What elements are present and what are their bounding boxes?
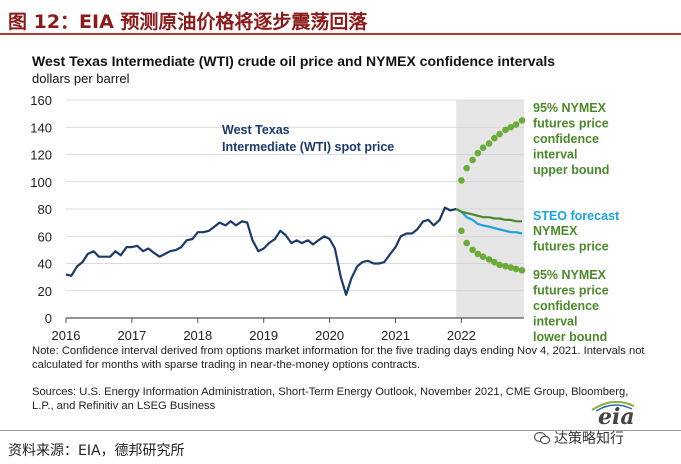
series-line-1 [455,208,523,235]
y-tick-label-120: 120 [30,148,52,163]
x-tick-label-2021: 2021 [381,328,410,343]
x-tick-label-2020: 2020 [315,328,344,343]
series-4-point-4 [479,253,487,260]
wti-label-line-0: West Texas [222,123,290,137]
upper-bound-label-line-4: upper bound [533,163,609,177]
upper-bound-label-line-3: interval [533,148,577,162]
chart-note: Note: Confidence interval derived from o… [32,345,645,371]
series-3-point-5 [485,140,493,147]
eia-logo: eia [598,404,635,430]
y-tick-label-60: 60 [38,229,52,244]
series-4-point-3 [474,250,482,258]
x-tick-label-2019: 2019 [249,328,278,343]
series-3-point-3 [474,149,482,157]
series-4-point-8 [502,262,509,270]
lower-bound-label-line-1: futures price [533,284,609,298]
series-4-point-0 [458,227,465,235]
header-rule [0,33,681,35]
upper-bound-label-line-2: confidence [533,132,599,146]
x-tick-label-2022: 2022 [447,328,476,343]
x-tick-label-2017: 2017 [117,328,146,343]
y-tick-label-0: 0 [45,311,52,326]
series-3-point-8 [502,126,509,134]
wti-label-line-1: Intermediate (WTI) spot price [222,140,394,154]
lower-bound-label-line-2: confidence [533,299,599,313]
series-4-point-6 [491,258,498,266]
series-3-point-6 [491,134,498,142]
y-tick-label-160: 160 [30,93,52,108]
chart-sources: Sources: U.S. Energy Information Adminis… [32,386,629,412]
eia-logo-arc [591,400,635,412]
lower-bound-label-line-0: 95% NYMEX [533,268,607,282]
series-3-point-4 [479,144,487,151]
wechat-icon [534,431,550,445]
chart-unit-label: dollars per barrel [32,71,130,86]
y-tick-label-20: 20 [38,284,52,299]
nymex-label-line-1: futures price [533,240,609,254]
series-4-point-11 [518,267,526,274]
series-3-point-0 [458,177,465,184]
footer-source: 资料来源：EIA，德邦研究所 [8,443,185,459]
series-4-point-10 [512,265,520,273]
wechat-watermark: 达策略知行 [534,428,624,448]
nymex-label-line-0: NYMEX [533,224,578,238]
y-tick-label-80: 80 [38,202,52,217]
lower-bound-label-line-3: interval [533,315,577,329]
series-3-point-2 [469,156,476,164]
wti-price-chart: 0 20 40 60 80 100 120 140 160 2016 2017 2018 2019 202… [30,93,620,344]
series-4-point-5 [485,256,493,263]
lower-bound-label-line-4: lower bound [533,330,607,344]
footer-rule [0,430,681,431]
y-tick-label-40: 40 [38,257,52,272]
y-tick-label-140: 140 [30,120,52,135]
series-line-0 [65,206,457,296]
upper-bound-label-line-0: 95% NYMEX [533,101,607,115]
report-header: 图 12：EIA 预测原油价格将逐步震荡回落 [0,0,681,35]
series-4-point-1 [463,239,470,247]
x-tick-label-2018: 2018 [183,328,212,343]
series-4-point-9 [507,264,515,271]
wechat-account-name: 达策略知行 [554,431,624,447]
steo-label-line-0: STEO forecast [533,209,620,223]
series-3-point-1 [463,164,470,172]
series-3-point-9 [507,123,515,131]
series-line-2 [455,208,522,223]
series-3-point-7 [496,130,503,138]
series-3-point-11 [518,117,526,124]
upper-bound-label-line-1: futures price [533,117,609,131]
series-4-point-2 [469,246,476,254]
series-4-point-7 [496,261,503,269]
y-tick-label-100: 100 [30,175,52,190]
chart-title: West Texas Intermediate (WTI) crude oil … [32,53,556,69]
figure-title: 图 12：EIA 预测原油价格将逐步震荡回落 [8,11,368,33]
series-3-point-10 [512,121,520,128]
x-tick-label-2016: 2016 [52,328,81,343]
